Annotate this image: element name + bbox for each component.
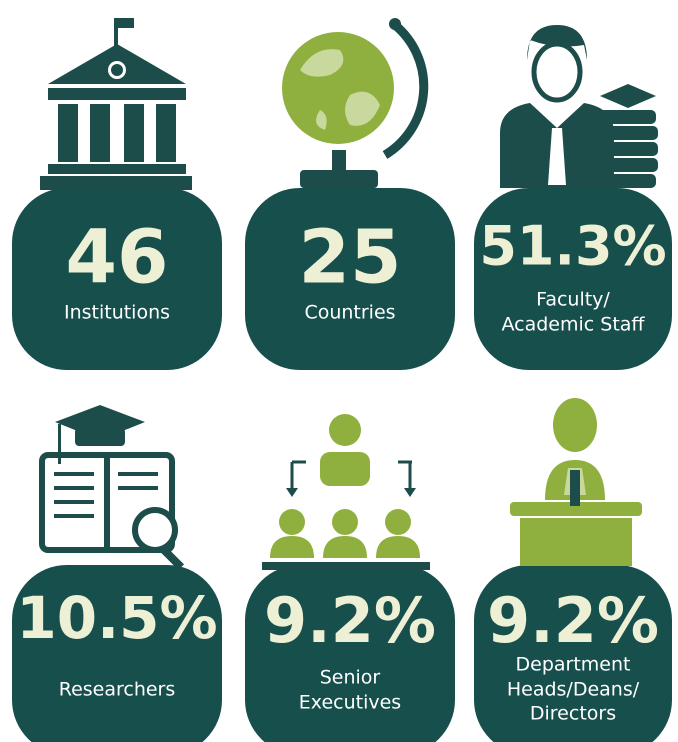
building-icon bbox=[40, 18, 192, 190]
tile bbox=[12, 188, 222, 370]
stat-label: Countries bbox=[304, 302, 395, 324]
stat-value: 51.3% bbox=[479, 215, 666, 278]
tile bbox=[474, 565, 672, 742]
faculty-icon bbox=[500, 25, 658, 188]
stat-value: 25 bbox=[299, 215, 402, 301]
tiles bbox=[12, 188, 672, 742]
executives-icon bbox=[262, 414, 430, 570]
stat-label: Executives bbox=[299, 692, 401, 714]
stat-label: Senior bbox=[320, 667, 381, 689]
stat-label: Faculty/ bbox=[536, 289, 610, 311]
stat-label: Heads/Deans/ bbox=[507, 679, 640, 701]
tile bbox=[245, 188, 455, 370]
stat-value: 9.2% bbox=[487, 584, 659, 657]
stat-label: Department bbox=[516, 654, 631, 676]
research-icon bbox=[39, 405, 185, 571]
tile bbox=[474, 188, 672, 370]
stat-label: Researchers bbox=[59, 679, 176, 701]
stat-label: Institutions bbox=[64, 302, 170, 324]
stat-value: 9.2% bbox=[264, 584, 436, 657]
lectern-icon bbox=[510, 398, 642, 566]
tile bbox=[12, 565, 222, 742]
tile bbox=[245, 565, 455, 742]
globe-icon bbox=[282, 18, 429, 188]
stat-value: 10.5% bbox=[16, 584, 217, 652]
stat-value: 46 bbox=[66, 215, 169, 301]
stat-label: Directors bbox=[530, 703, 616, 725]
stat-label: Academic Staff bbox=[501, 314, 645, 336]
